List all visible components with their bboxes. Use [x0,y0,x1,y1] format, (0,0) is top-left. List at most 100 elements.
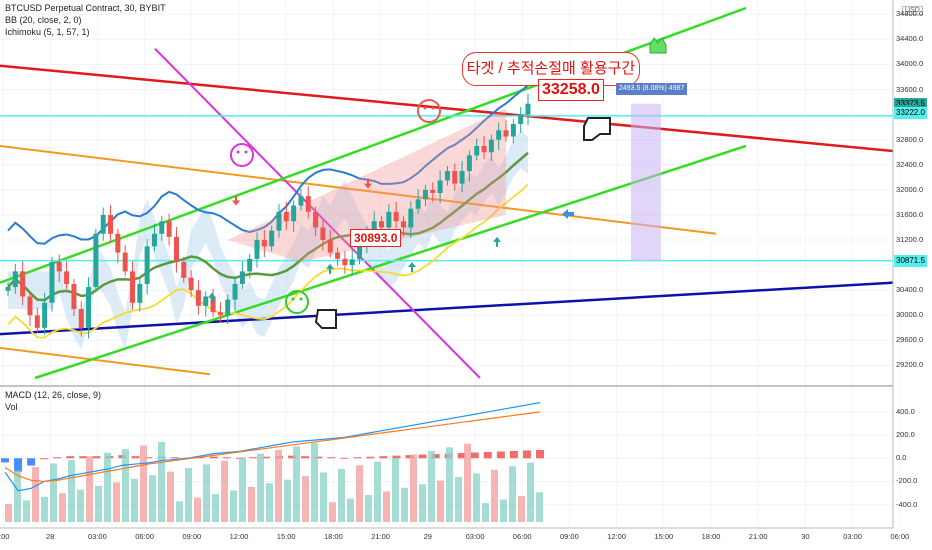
volume-bar [392,458,399,522]
orange-trend-line-lower [0,346,211,376]
candle-body [5,287,11,291]
macd-histogram-bar [1,458,9,463]
macd-histogram-bar [496,451,505,459]
candle-body [78,309,84,328]
volume-bar [248,486,255,522]
volume-bar [194,497,201,522]
volume-bar [284,479,291,522]
candle-body [195,290,201,306]
macd-histogram-bar [509,450,518,459]
macd-histogram-bar [170,457,179,459]
pointer-hand-icon [583,117,611,141]
candle-body [357,246,363,260]
volume-bar [104,452,111,522]
candle-body [283,211,289,222]
macd-histogram-bar [353,457,362,459]
price-tick-label: 32000.0 [896,184,924,194]
candle-body [393,211,399,222]
price-tick-label: 30400.0 [896,285,924,295]
candle-body [305,196,311,212]
candle-body [225,299,231,316]
candle-body [452,171,458,184]
smile-face-icon-eye [423,106,427,110]
macd-histogram-bar [40,458,49,460]
volume-bar [437,480,444,522]
volume-bar [455,477,462,522]
volume-bar [185,468,192,522]
currency-label[interactable]: USD [902,6,923,15]
target-price-label: 33258.0 [538,79,604,101]
smile-face-icon-eye [431,106,435,110]
time-tick-label: 12:00 [607,532,626,541]
candle-body [379,221,385,228]
candle-body [525,103,531,115]
time-tick-label: 18:00 [701,532,721,541]
volume-bar [302,476,309,522]
macd-legend: MACD (12, 26, close, 9) [5,390,102,400]
candle-body [276,211,282,231]
volume-bar [149,475,156,522]
entry-price-label: 30893.0 [350,229,402,247]
volume-bar [113,482,120,522]
candle-body [459,171,465,184]
price-tick-label: 34800.0 [896,9,924,19]
candle-body [20,271,26,297]
macd-histogram-bar [27,458,36,466]
candle-body [137,283,143,303]
volume-bar [50,463,57,522]
candle-body [503,130,509,137]
price-tick-label: 31600.0 [896,209,924,219]
volume-bar [500,499,507,522]
volume-bar [95,486,102,522]
candle-body [444,171,450,181]
macd-histogram-bar [144,457,153,459]
macd-histogram-bar [457,453,466,459]
candle-body [291,205,297,222]
macd-histogram-bar [405,455,414,459]
candle-body [56,261,62,272]
candle-body [86,287,92,328]
macd-histogram-bar [536,449,544,459]
happy-face-icon-eye [291,297,295,301]
macd-histogram-bar [79,456,88,459]
candle-body [488,139,494,153]
macd-histogram-bar [327,457,336,459]
price-tag: 30871.5 [894,254,927,267]
happy-face-icon-eye [299,297,303,301]
volume-bar [23,500,30,522]
time-tick-label: 12:00 [229,532,249,541]
volume-bar [311,442,318,522]
candle-body [313,211,319,228]
candle-body [481,145,487,153]
macd-tick-label: 400.0 [896,406,915,416]
candle-body [298,196,304,206]
candle-body [144,246,150,284]
volume-bar [167,471,174,522]
volume-bar [482,503,489,522]
macd-histogram-bar [379,456,388,459]
neutral-face-icon [230,143,254,167]
candle-body [247,258,253,272]
candle-body [342,258,348,266]
candle-body [188,277,194,291]
candle-body [371,221,377,234]
candle-body [269,230,275,247]
candle-body [386,211,392,228]
volume-bar [77,489,84,522]
macd-histogram-bar [314,456,323,459]
time-tick-label: 03:00 [465,532,485,541]
candle-body [49,261,55,303]
volume-bar [257,453,264,522]
candles [5,93,531,339]
candle-body [430,189,436,193]
candle-body [254,240,260,259]
up-arrow [493,236,501,247]
macd-histogram-bar [53,457,62,459]
time-tick-label: 09:00 [182,532,202,541]
time-tick-label: 18:00 [324,532,343,541]
volume-bar [419,484,426,522]
candle-body [42,302,48,328]
price-tick-label: 29200.0 [896,360,924,370]
volume-bar [329,502,336,522]
